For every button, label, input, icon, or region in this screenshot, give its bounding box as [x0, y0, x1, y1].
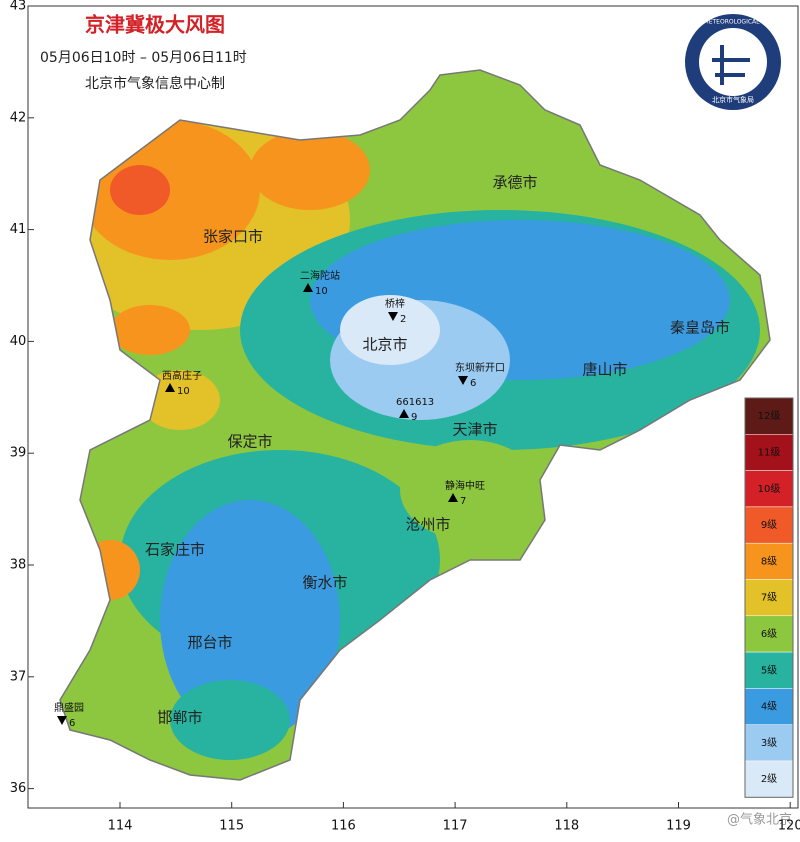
station-marker [165, 383, 175, 392]
legend-label: 5级 [761, 664, 777, 676]
station-level: 6 [470, 378, 476, 389]
legend-label: 10级 [758, 483, 781, 495]
city-label: 保定市 [227, 433, 272, 451]
logo: BEIJING METEOROLOGICAL SERVICE 北京市气象局 [679, 14, 787, 110]
city-label: 承德市 [492, 174, 537, 192]
region-border [59, 69, 771, 781]
legend-label: 9级 [761, 519, 777, 531]
station-name: 东坝新开口 [455, 361, 505, 374]
legend-label: 3级 [761, 737, 777, 749]
legend-swatch [744, 506, 794, 544]
station-name: 661613 [396, 397, 434, 408]
station-marker [57, 716, 67, 725]
logo-text-cn: 北京市气象局 [712, 95, 754, 104]
station-marker [388, 312, 398, 321]
lat-tick-label: 36 [10, 781, 27, 796]
city-label: 邢台市 [187, 634, 232, 652]
station-marker [458, 376, 468, 385]
map-title: 京津冀极大风图 [85, 13, 225, 37]
lon-tick-label: 115 [219, 819, 244, 834]
station-level: 7 [460, 496, 466, 507]
producer: 北京市气象信息中心制 [85, 75, 225, 92]
legend-swatch [744, 542, 794, 580]
lat-tick-label: 42 [10, 110, 27, 125]
city-label: 唐山市 [582, 361, 627, 379]
logo-mark [712, 45, 750, 85]
station-level: 6 [69, 718, 75, 729]
logo-text-en: BEIJING METEOROLOGICAL SERVICE [679, 19, 787, 26]
legend-swatch [744, 651, 794, 689]
station-level: 10 [315, 286, 328, 297]
city-label: 邯郸市 [157, 709, 202, 727]
city-label: 天津市 [452, 421, 497, 439]
lon-tick-label: 119 [666, 819, 691, 834]
lat-tick-label: 37 [10, 669, 27, 684]
legend-frame [744, 397, 794, 798]
station-name: 静海中旺 [445, 479, 485, 492]
station-name: 二海陀站 [300, 269, 340, 282]
legend-swatch [744, 579, 794, 617]
station-name: 鼎盛园 [54, 701, 84, 714]
watermark: @气象北京 [727, 812, 792, 828]
lon-tick-label: 120 [778, 819, 800, 834]
lat-tick-label: 40 [10, 334, 27, 349]
legend-label: 8级 [761, 555, 777, 567]
lat-tick-label: 43 [10, 0, 27, 14]
city-label: 秦皇岛市 [670, 319, 730, 337]
legend-swatch [744, 434, 794, 471]
lon-tick-label: 118 [554, 819, 579, 834]
city-label: 北京市 [362, 336, 407, 354]
station-marker [448, 493, 458, 502]
station-level: 2 [400, 314, 406, 325]
lon-tick-label: 114 [108, 819, 133, 834]
legend-label: 4级 [761, 701, 777, 713]
city-label: 石家庄市 [145, 541, 205, 559]
station-marker [399, 409, 409, 418]
legend-label: 12级 [758, 410, 781, 422]
station-marker [303, 283, 313, 292]
city-label: 张家口市 [203, 228, 263, 246]
city-label: 衡水市 [302, 574, 347, 592]
legend-label: 7级 [761, 592, 777, 604]
lat-tick-label: 39 [10, 446, 27, 461]
station-name: 西高庄子 [162, 369, 202, 382]
time-range: 05月06日10时 – 05月06日11时 [40, 50, 247, 66]
lat-tick-label: 38 [10, 558, 27, 573]
lon-tick-label: 116 [331, 819, 356, 834]
station-name: 桥梓 [385, 297, 405, 310]
station-level: 10 [177, 386, 190, 397]
lon-tick-label: 117 [443, 819, 468, 834]
station-level: 9 [411, 412, 417, 423]
legend-label: 11级 [758, 446, 781, 458]
legend-swatch [744, 724, 794, 762]
legend-label: 2级 [761, 773, 777, 785]
city-label: 沧州市 [405, 516, 450, 534]
legend-label: 6级 [761, 628, 777, 640]
lat-tick-label: 41 [10, 222, 27, 237]
legend-swatch [744, 760, 794, 798]
